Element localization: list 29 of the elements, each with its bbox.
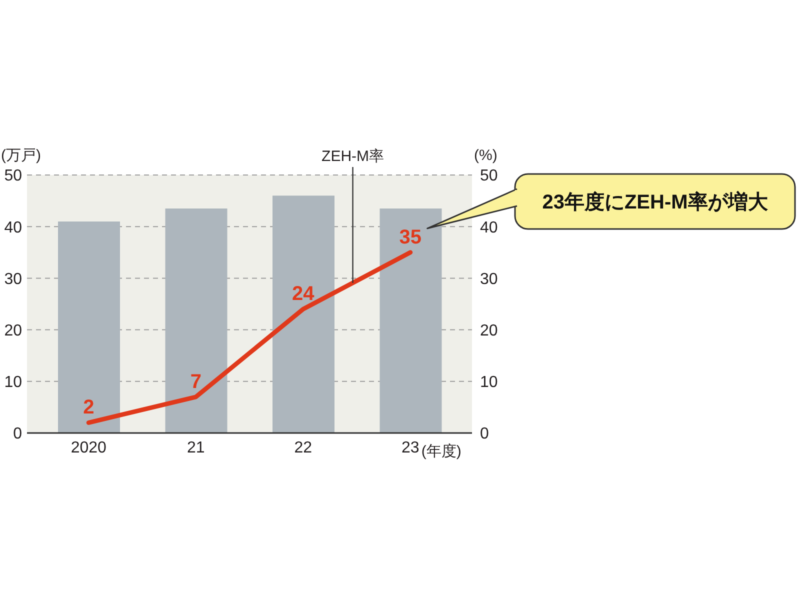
y2-tick-label: 30: [480, 270, 498, 288]
y2-tick-label: 10: [480, 374, 498, 392]
y-tick-label: 50: [4, 168, 22, 185]
bar: [58, 221, 120, 433]
bar: [165, 208, 228, 433]
bar: [380, 208, 442, 433]
y2-axis-title: (%): [474, 147, 498, 164]
y-tick-label: 20: [4, 322, 22, 340]
y-tick-label: 30: [4, 270, 22, 288]
y-tick-label: 40: [4, 219, 22, 236]
x-tick-label: 23: [401, 439, 420, 456]
y-axis-title: (万戸): [1, 147, 41, 164]
data-label: 24: [292, 283, 316, 306]
text: 23年度にZEH-M率が増大: [542, 190, 769, 214]
data-label: 2: [83, 396, 94, 419]
x-tick-label: 2020: [70, 439, 107, 456]
y2-tick-label: 50: [480, 168, 498, 185]
y2-tick-label: 0: [480, 426, 489, 443]
text: ZEH-M率: [322, 148, 384, 165]
data-label: 35: [399, 226, 422, 248]
y-tick-label: 0: [13, 426, 22, 443]
y2-tick-label: 40: [480, 219, 498, 236]
x-tick-label: 22: [294, 439, 312, 456]
y-tick-label: 10: [4, 374, 22, 392]
x-tick-label: 21: [186, 439, 205, 456]
y2-tick-label: 20: [480, 322, 498, 340]
x-axis-title: (年度): [421, 443, 462, 460]
data-label: 7: [190, 370, 202, 393]
bar: [272, 196, 334, 433]
